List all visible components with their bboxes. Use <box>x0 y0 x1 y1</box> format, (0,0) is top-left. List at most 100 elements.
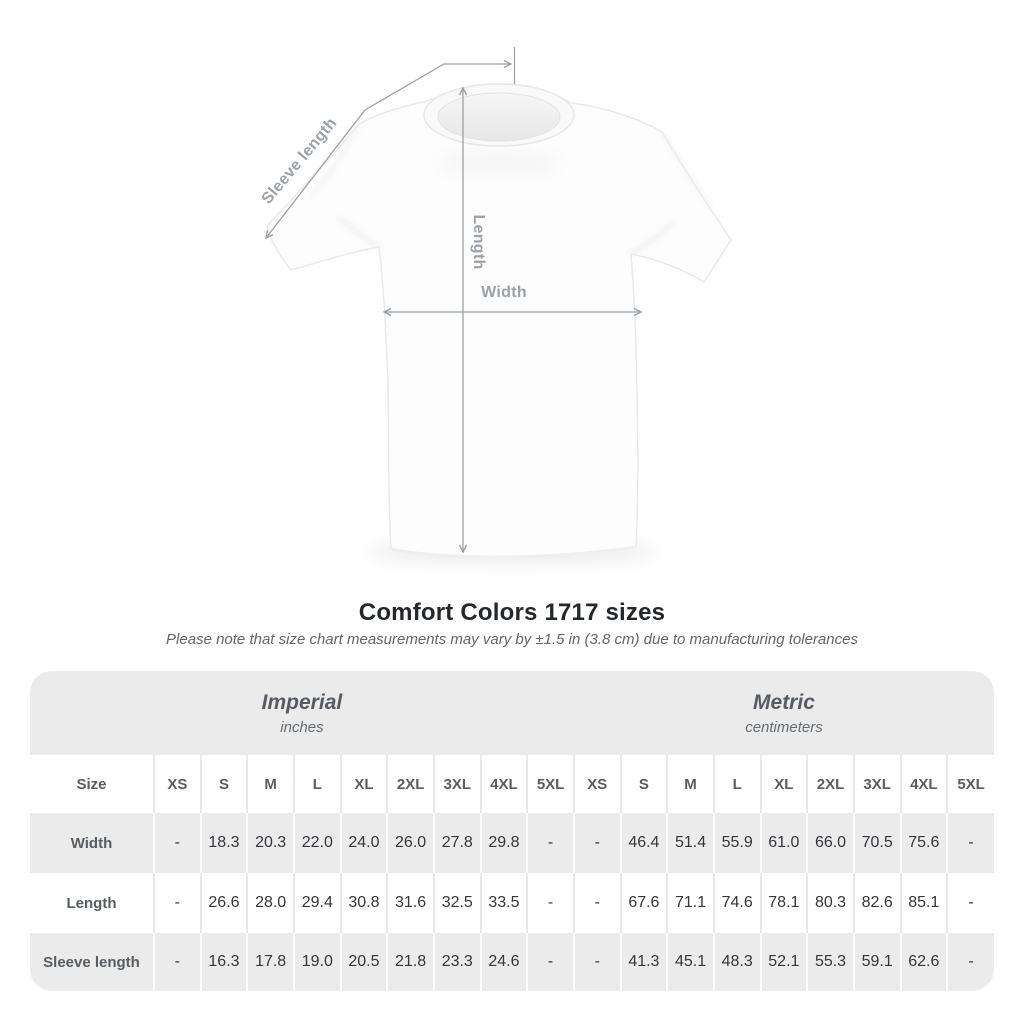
size-value-cell: - <box>526 813 574 873</box>
tshirt-size-diagram: Length Width Sleeve length <box>259 47 732 564</box>
size-value-cell: 30.8 <box>339 873 388 933</box>
size-value-cell: 70.5 <box>852 813 901 873</box>
size-value-cell: 20.3 <box>246 813 294 873</box>
sleeve-length-annotation <box>265 47 516 240</box>
column-group-unit: centimeters <box>745 718 823 736</box>
size-value-cell: 41.3 <box>619 933 668 991</box>
size-value-cell: 67.6 <box>619 873 668 933</box>
size-table: Imperial inches Metric centimeters Size XS S M L… <box>30 671 994 991</box>
size-value-cell: - <box>572 813 621 873</box>
size-value-cell: 21.8 <box>386 933 434 991</box>
size-column-header: 5XL <box>946 755 994 813</box>
size-column-header: M <box>246 755 294 813</box>
size-column-header: 5XL <box>526 755 574 813</box>
size-value-cell: 17.8 <box>246 933 294 991</box>
hem-shade <box>390 545 637 559</box>
size-column-header: 2XL <box>806 755 854 813</box>
row-label: Sleeve length <box>43 953 140 971</box>
size-column-header: 2XL <box>386 755 434 813</box>
right-underarm-shade <box>629 220 676 256</box>
size-column-header: L <box>292 755 341 813</box>
column-group-header: Imperial inches <box>30 671 574 755</box>
size-value-cell: 61.0 <box>759 813 808 873</box>
tolerance-note: Please note that size chart measurements… <box>166 631 858 648</box>
size-value-cell: - <box>946 813 994 873</box>
size-value-cell: 31.6 <box>386 873 434 933</box>
table-row: Width -18.3 20.3 22.0 24.0 26.0 27.8 29.8- -46.4… <box>30 813 994 873</box>
size-value-cell: 46.4 <box>619 813 668 873</box>
column-group-label: Imperial <box>261 690 343 714</box>
size-value-cell: - <box>946 873 994 933</box>
size-value-cell: 55.3 <box>806 933 854 991</box>
size-value-cell: 51.4 <box>666 813 714 873</box>
row-label: Length <box>66 894 117 912</box>
column-group-header: Metric centimeters <box>573 671 994 755</box>
size-column-header: XS <box>153 755 201 813</box>
size-value-cell: 26.6 <box>199 873 248 933</box>
size-value-cell: 22.0 <box>292 813 341 873</box>
size-value-cell: - <box>946 933 994 991</box>
size-value-cell: 82.6 <box>852 873 901 933</box>
size-value-cell: - <box>526 873 574 933</box>
size-value-cell: 59.1 <box>852 933 901 991</box>
size-column-header: S <box>619 755 668 813</box>
size-value-cell: - <box>153 873 201 933</box>
size-value-cell: - <box>153 933 201 991</box>
size-value-cell: 27.8 <box>432 813 481 873</box>
size-value-cell: 52.1 <box>759 933 808 991</box>
size-column-header: 4XL <box>479 755 528 813</box>
size-value-cell: 33.5 <box>479 873 528 933</box>
size-value-cell: 66.0 <box>806 813 854 873</box>
size-value-cell: 29.8 <box>479 813 528 873</box>
size-value-cell: 26.0 <box>386 813 434 873</box>
size-value-cell: 85.1 <box>899 873 948 933</box>
size-value-cell: 19.0 <box>292 933 341 991</box>
size-value-cell: 23.3 <box>432 933 481 991</box>
page-title: Comfort Colors 1717 sizes <box>358 599 666 626</box>
size-column-header: XL <box>339 755 388 813</box>
size-value-cell: 55.9 <box>712 813 761 873</box>
size-value-cell: 78.1 <box>759 873 808 933</box>
size-value-cell: 48.3 <box>712 933 761 991</box>
size-column-header: M <box>666 755 714 813</box>
sleeve-dimension-line-upper <box>364 59 513 111</box>
size-value-cell: 71.1 <box>666 873 714 933</box>
collar-opening <box>437 92 561 142</box>
size-header-cell: Size <box>76 775 107 793</box>
chest-shade <box>439 151 559 175</box>
right-seam-shade <box>660 131 714 209</box>
size-value-cell: - <box>572 933 621 991</box>
width-label: Width <box>481 284 527 301</box>
size-value-cell: 62.6 <box>899 933 948 991</box>
size-value-cell: 80.3 <box>806 873 854 933</box>
table-row: Length -26.6 28.0 29.4 30.8 31.6 32.5 33.5- -67.… <box>30 873 994 933</box>
size-value-cell: 18.3 <box>199 813 248 873</box>
size-column-header: S <box>199 755 248 813</box>
size-value-cell: 75.6 <box>899 813 948 873</box>
size-column-header: XS <box>572 755 621 813</box>
left-underarm-shade <box>338 216 382 250</box>
size-value-cell: 24.6 <box>479 933 528 991</box>
left-seam-shade <box>310 123 361 197</box>
size-value-cell: - <box>153 813 201 873</box>
size-value-cell: - <box>526 933 574 991</box>
size-column-header: L <box>712 755 761 813</box>
size-value-cell: 32.5 <box>432 873 481 933</box>
size-value-cell: 29.4 <box>292 873 341 933</box>
size-column-header: XL <box>759 755 808 813</box>
size-value-cell: 28.0 <box>246 873 294 933</box>
size-value-cell: 24.0 <box>339 813 388 873</box>
column-group-label: Metric <box>753 690 815 714</box>
size-column-header: 4XL <box>899 755 948 813</box>
sleeve-dimension-line-lower <box>265 109 366 240</box>
size-value-cell: 16.3 <box>199 933 248 991</box>
size-value-cell: 45.1 <box>666 933 714 991</box>
size-value-cell: 20.5 <box>339 933 388 991</box>
size-value-cell: - <box>572 873 621 933</box>
table-header-row: Size XS S M L XL 2XL 3XL 4XL 5XL XS S M L XL 2XL 3XL 4XL 5… <box>30 755 994 813</box>
size-value-cell: 74.6 <box>712 873 761 933</box>
table-row: Sleeve length -16.3 17.8 19.0 20.5 21.8 23.3 24… <box>30 933 994 991</box>
size-column-header: 3XL <box>432 755 481 813</box>
size-table-grid: Imperial inches Metric centimeters Size XS S M L… <box>30 671 994 991</box>
row-label: Width <box>70 834 113 852</box>
